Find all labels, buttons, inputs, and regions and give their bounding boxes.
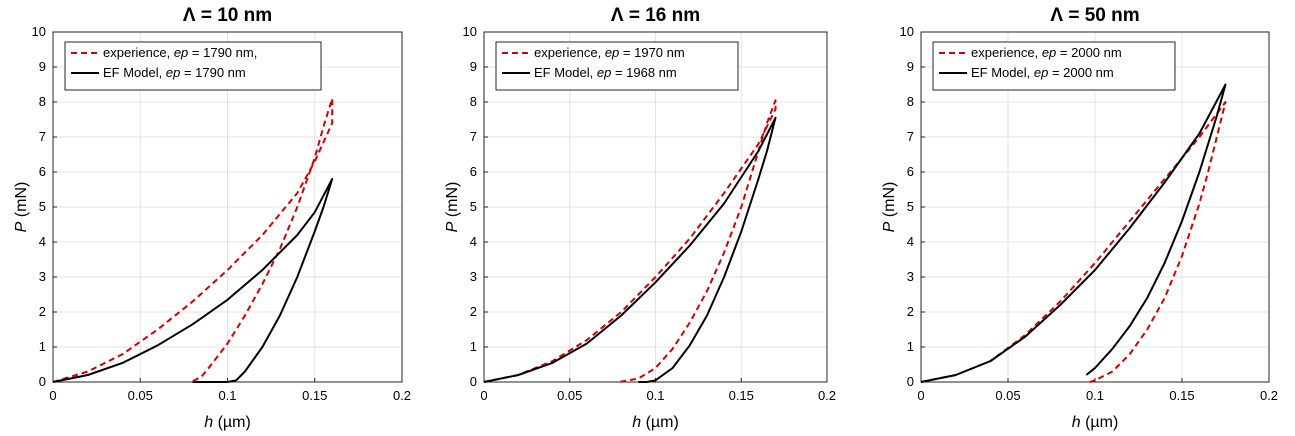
y-tick-label: 5 xyxy=(907,199,914,214)
x-tick-label: 0.1 xyxy=(218,388,236,403)
y-tick-label: 2 xyxy=(907,304,914,319)
legend-entry-label: EF Model, ep = 1968 nm xyxy=(534,65,677,80)
x-tick-label: 0.2 xyxy=(393,388,411,403)
y-tick-label: 7 xyxy=(39,129,46,144)
experience-series-line xyxy=(483,99,777,383)
y-tick-label: 1 xyxy=(907,339,914,354)
y-tick-label: 3 xyxy=(470,269,477,284)
legend-entry-label: experience, ep = 2000 nm xyxy=(971,45,1122,60)
legend-entry-label: experience, ep = 1790 nm, xyxy=(103,45,257,60)
y-axis-label: P (mN) xyxy=(881,182,898,233)
legend-box xyxy=(64,41,322,91)
model-series-line xyxy=(483,116,777,383)
y-tick-label: 4 xyxy=(907,234,914,249)
y-axis-label: P (mN) xyxy=(13,182,30,233)
x-tick-label: 0.1 xyxy=(1086,388,1104,403)
y-tick-label: 2 xyxy=(470,304,477,319)
y-tick-label: 2 xyxy=(39,304,46,319)
y-tick-label: 6 xyxy=(470,164,477,179)
legend-box xyxy=(932,41,1176,91)
x-tick-label: 0.15 xyxy=(1169,388,1194,403)
y-tick-label: 3 xyxy=(907,269,914,284)
x-tick-label: 0.15 xyxy=(729,388,754,403)
chart-title: Λ = 16 nm xyxy=(611,5,700,26)
y-tick-label: 6 xyxy=(907,164,914,179)
y-tick-label: 5 xyxy=(39,199,46,214)
x-tick-label: 0 xyxy=(480,388,487,403)
y-tick-label: 10 xyxy=(463,24,477,39)
x-tick-label: 0.05 xyxy=(128,388,153,403)
y-tick-label: 8 xyxy=(39,94,46,109)
chart-panel-2: 0 0.05 0.1 0.15 0.2 0 1 2 3 4 5 6 7 8 9 10 Λ = 16 nm h (µ… xyxy=(444,5,836,431)
y-tick-label: 3 xyxy=(39,269,46,284)
x-tick-label: 0.2 xyxy=(818,388,836,403)
y-tick-label: 7 xyxy=(470,129,477,144)
x-tick-label: 0.15 xyxy=(302,388,327,403)
model-series-line xyxy=(920,83,1227,383)
y-tick-label: 0 xyxy=(907,374,914,389)
y-tick-label: 1 xyxy=(39,339,46,354)
y-tick-label: 4 xyxy=(39,234,46,249)
y-tick-label: 4 xyxy=(470,234,477,249)
experience-series-line xyxy=(920,101,1227,383)
x-tick-label: 0.05 xyxy=(557,388,582,403)
x-axis-label: h (µm) xyxy=(204,414,251,431)
legend-entry-label: EF Model, ep = 2000 nm xyxy=(971,65,1114,80)
y-tick-label: 10 xyxy=(900,24,914,39)
y-tick-label: 8 xyxy=(907,94,914,109)
chart-panel-3: 0 0.05 0.1 0.15 0.2 0 1 2 3 4 5 6 7 8 9 10 Λ = 50 nm h (µ… xyxy=(881,5,1278,431)
y-tick-label: 5 xyxy=(470,199,477,214)
y-tick-label: 1 xyxy=(470,339,477,354)
x-tick-label: 0.1 xyxy=(646,388,664,403)
y-tick-label: 0 xyxy=(470,374,477,389)
x-tick-label: 0.2 xyxy=(1260,388,1278,403)
experience-series-line xyxy=(52,97,334,383)
chart-title: Λ = 50 nm xyxy=(1050,5,1139,26)
chart-title: Λ = 10 nm xyxy=(183,5,272,26)
y-tick-label: 0 xyxy=(39,374,46,389)
legend: experience, ep = 1970 nm EF Model, ep = 1… xyxy=(495,41,739,91)
model-series-line xyxy=(52,178,334,383)
x-tick-label: 0 xyxy=(917,388,924,403)
x-axis-label: h (µm) xyxy=(1072,414,1119,431)
legend: experience, ep = 1790 nm, EF Model, ep = … xyxy=(64,41,322,91)
y-tick-label: 7 xyxy=(907,129,914,144)
legend-box xyxy=(495,41,739,91)
y-tick-label: 8 xyxy=(470,94,477,109)
x-tick-label: 0.05 xyxy=(995,388,1020,403)
y-tick-label: 9 xyxy=(39,59,46,74)
y-tick-label: 10 xyxy=(32,24,46,39)
y-axis-label: P (mN) xyxy=(444,182,461,233)
x-axis-label: h (µm) xyxy=(632,414,679,431)
legend: experience, ep = 2000 nm EF Model, ep = 2… xyxy=(932,41,1176,91)
x-tick-label: 0 xyxy=(49,388,56,403)
legend-entry-label: experience, ep = 1970 nm xyxy=(534,45,685,60)
chart-panel-1: 0 0.05 0.1 0.15 0.2 0 1 2 3 4 5 6 7 8 9 10 Λ = 10 nm h (µ… xyxy=(13,5,411,431)
legend-entry-label: EF Model, ep = 1790 nm xyxy=(103,65,246,80)
y-tick-label: 9 xyxy=(907,59,914,74)
y-tick-label: 9 xyxy=(470,59,477,74)
y-tick-label: 6 xyxy=(39,164,46,179)
